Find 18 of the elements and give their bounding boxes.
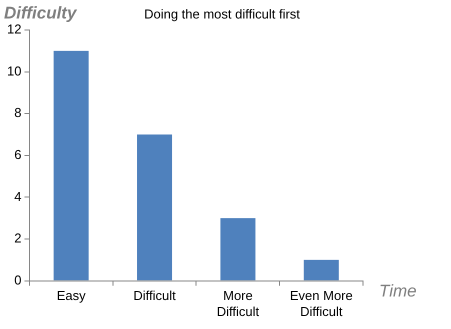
- y-tick-label: 2: [14, 230, 22, 246]
- y-tick-label: 12: [6, 22, 22, 37]
- x-tick-label: Even More Difficult: [290, 288, 353, 319]
- y-tick-label: 8: [14, 105, 22, 120]
- y-tick-label: 4: [14, 188, 22, 204]
- y-tick-label: 6: [14, 146, 22, 162]
- chart-title: Doing the most difficult first: [144, 6, 300, 22]
- bar: [304, 260, 339, 280]
- x-tick-label: Easy: [56, 288, 86, 304]
- x-tick-label: More Difficult: [216, 288, 260, 319]
- y-tick-label: 0: [14, 272, 22, 288]
- x-tick-label: Difficult: [133, 288, 176, 304]
- bar: [54, 50, 89, 280]
- bar: [137, 134, 172, 280]
- x-axis-title: Time: [379, 282, 417, 301]
- bar: [220, 218, 256, 280]
- y-tick-label: 10: [6, 63, 22, 78]
- y-axis-title: Difficulty: [4, 4, 78, 23]
